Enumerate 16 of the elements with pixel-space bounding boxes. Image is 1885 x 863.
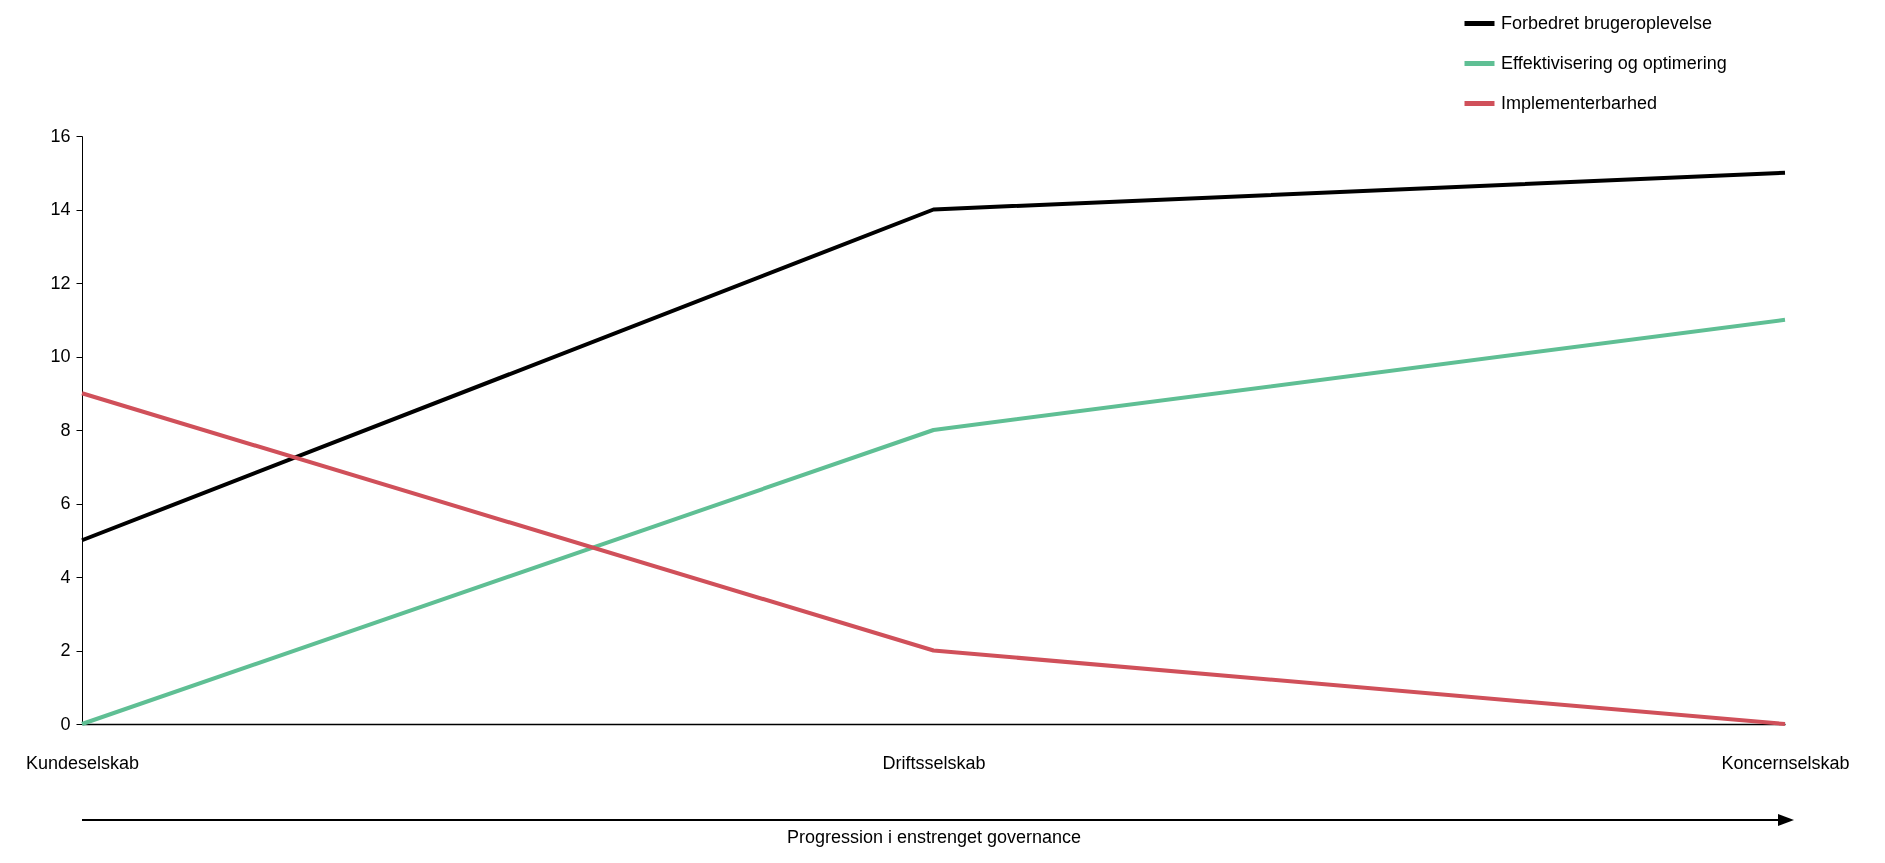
x-tick-label: Kundeselskab bbox=[25, 752, 140, 773]
x-tick-label: Driftsselskab bbox=[882, 752, 986, 773]
y-tick-label: 0 bbox=[60, 713, 71, 734]
y-tick-label: 4 bbox=[60, 566, 71, 587]
y-tick-label: 12 bbox=[50, 272, 71, 293]
y-tick-label: 8 bbox=[60, 419, 71, 440]
x-axis-title: Progression i enstrenget governance bbox=[786, 826, 1082, 847]
y-tick-label: 2 bbox=[60, 640, 71, 660]
legend-label: Forbedret brugeroplevelse bbox=[1501, 12, 1713, 33]
y-tick-label: 6 bbox=[60, 493, 71, 513]
y-tick-label: 14 bbox=[50, 199, 71, 219]
legend-label: Effektivisering og optimering bbox=[1501, 52, 1727, 73]
y-tick-label: 10 bbox=[50, 346, 71, 366]
legend-label: Implementerbarhed bbox=[1501, 92, 1658, 113]
y-tick-label: 16 bbox=[50, 125, 71, 146]
x-tick-label: Koncernselskab bbox=[1721, 752, 1850, 773]
